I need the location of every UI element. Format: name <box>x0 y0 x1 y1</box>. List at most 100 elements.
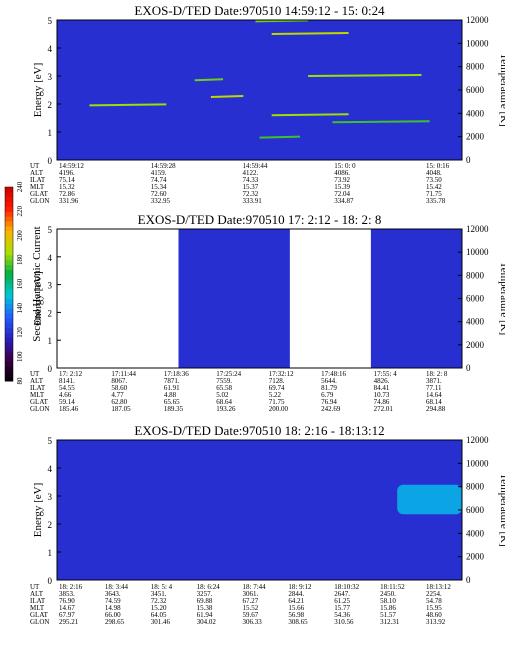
table-cell: 61.91 <box>164 384 180 392</box>
table-cell: 3853. <box>59 590 75 598</box>
table-cell: 15.95 <box>426 604 442 612</box>
y-tick-label: 2 <box>48 308 53 318</box>
colorbar-segment <box>5 264 13 270</box>
colorbar-tick-label: 220 <box>16 206 24 217</box>
table-cell: 189.35 <box>164 405 184 413</box>
table-cell: 54.36 <box>334 611 350 619</box>
y2-tick-label: 4000 <box>466 317 485 327</box>
table-cell: 306.33 <box>243 618 263 626</box>
table-cell: 5644. <box>321 377 337 385</box>
colorbar-segment <box>5 196 13 203</box>
table-cell: 58.60 <box>111 384 127 392</box>
table-cell: 5.22 <box>269 391 282 399</box>
table-cell: 272.01 <box>374 405 394 413</box>
table-cell: 69.88 <box>197 597 213 605</box>
colorbar-segment <box>5 254 13 261</box>
panel-3: EXOS-D/TED Date:970510 18: 2:16 - 18:13:… <box>30 423 505 626</box>
y2-tick-label: 2000 <box>466 340 485 350</box>
colorbar-segment <box>5 235 13 241</box>
table-row-label: MLT <box>30 391 45 399</box>
table-cell: 56.98 <box>288 611 304 619</box>
table-cell: 2254. <box>426 590 442 598</box>
table-cell: 7871. <box>164 377 180 385</box>
y-tick-label: 1 <box>48 336 53 346</box>
table-row-label: GLON <box>30 618 49 626</box>
table-row-label: GLAT <box>30 398 49 406</box>
table-cell: 15: 0: 0 <box>334 162 356 170</box>
table-cell: 72.04 <box>334 190 350 198</box>
table-cell: 18: 2: 8 <box>426 370 448 378</box>
table-cell: 76.94 <box>321 398 337 406</box>
colorbar-segment <box>5 191 13 198</box>
table-row-label: ILAT <box>30 384 46 392</box>
table-cell: 15: 0:16 <box>426 162 450 170</box>
table-cell: 15.37 <box>243 183 259 191</box>
colorbar-segment <box>5 313 13 319</box>
y-tick-label: 4 <box>48 44 53 54</box>
table-row-label: MLT <box>30 604 45 612</box>
table-cell: 17:48:16 <box>321 370 346 378</box>
table-cell: 200.00 <box>269 405 289 413</box>
table-cell: 48.60 <box>426 611 442 619</box>
colorbar-segment <box>5 211 13 217</box>
colorbar-segment <box>5 337 13 343</box>
y2-tick-label: 2000 <box>466 552 485 562</box>
plasma-line-trace <box>210 95 244 98</box>
colorbar-segment <box>5 269 13 275</box>
table-cell: 72.60 <box>151 190 167 198</box>
table-row-label: ALT <box>30 169 44 177</box>
table-cell: 61.94 <box>197 611 213 619</box>
table-row-label: UT <box>30 162 40 170</box>
y-tick-label: 5 <box>48 225 53 235</box>
table-cell: 59.67 <box>243 611 259 619</box>
colorbar-segment <box>5 274 13 280</box>
colorbar-label: Second Harmonic Current <box>31 226 43 341</box>
y-tick-label: 1 <box>48 128 53 138</box>
table-cell: 332.95 <box>151 197 171 205</box>
y-tick-label: 0 <box>48 364 53 374</box>
table-cell: 15.34 <box>151 183 167 191</box>
table-row-label: UT <box>30 583 40 591</box>
y-axis-label: Energy [eV] <box>32 63 44 117</box>
plasma-line-trace <box>89 103 167 107</box>
table-cell: 68.64 <box>216 398 232 406</box>
y2-tick-label: 10000 <box>466 458 489 468</box>
table-cell: 8067. <box>111 377 127 385</box>
table-row-label: GLON <box>30 197 49 205</box>
colorbar-tick-label: 180 <box>16 254 24 265</box>
table-cell: 17: 2:12 <box>59 370 83 378</box>
colorbar-segment <box>5 293 13 300</box>
table-cell: 15.66 <box>288 604 304 612</box>
table-cell: 17:25:24 <box>216 370 241 378</box>
colorbar-segment <box>5 279 13 285</box>
table-cell: 18:10:32 <box>334 583 359 591</box>
table-cell: 64.21 <box>288 597 304 605</box>
y-tick-label: 5 <box>48 16 53 26</box>
colorbar-tick-label: 140 <box>16 303 24 314</box>
table-cell: 15.32 <box>59 183 75 191</box>
table-cell: 74.86 <box>374 398 390 406</box>
colorbar-segment <box>5 361 13 367</box>
table-cell: 74.59 <box>105 597 121 605</box>
table-cell: 58.10 <box>380 597 396 605</box>
table-cell: 193.26 <box>216 405 236 413</box>
colorbar-tick-label: 100 <box>16 351 24 362</box>
table-cell: 77.11 <box>426 384 442 392</box>
colorbar-tick-label: 120 <box>16 327 24 338</box>
table-cell: 313.92 <box>426 618 446 626</box>
y-axis-label: Energy [eV] <box>32 483 44 537</box>
table-cell: 73.92 <box>334 176 350 184</box>
table-cell: 4.66 <box>59 391 72 399</box>
table-row-label: GLAT <box>30 611 49 619</box>
table-cell: 76.90 <box>59 597 75 605</box>
colorbar-tick-label: 80 <box>16 377 24 385</box>
y2-tick-label: 8000 <box>466 62 485 72</box>
table-cell: 17:18:36 <box>164 370 189 378</box>
table-cell: 14:59:28 <box>151 162 176 170</box>
colorbar-tick-label: 200 <box>16 230 24 241</box>
table-cell: 84.41 <box>374 384 390 392</box>
table-cell: 8141. <box>59 377 75 385</box>
table-cell: 6.79 <box>321 391 334 399</box>
table-cell: 5.02 <box>216 391 229 399</box>
